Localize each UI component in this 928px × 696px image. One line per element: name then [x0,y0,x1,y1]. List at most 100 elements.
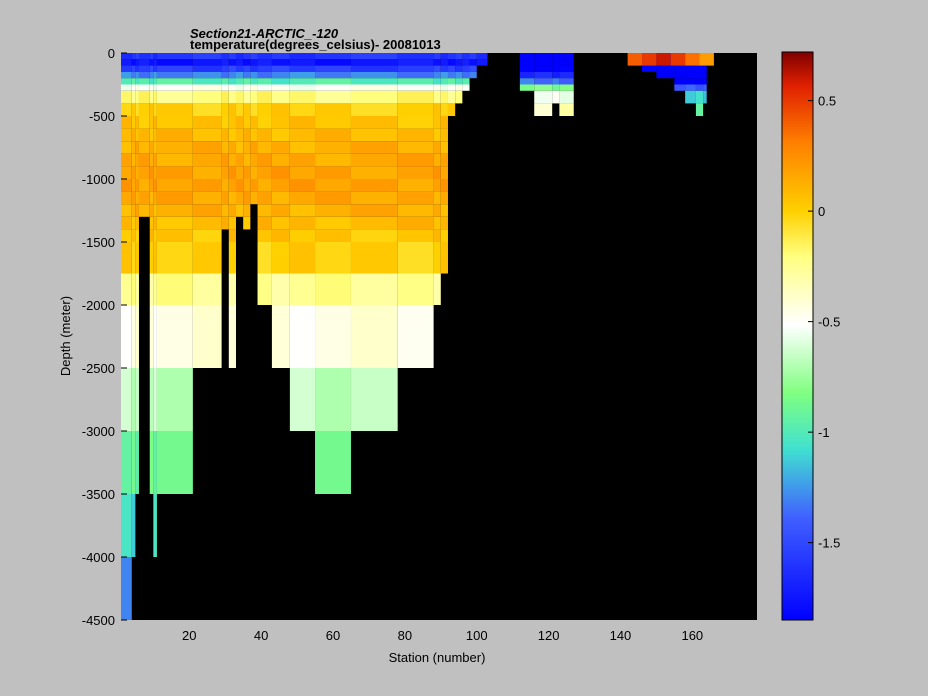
heatmap-cell [192,153,222,167]
heatmap-cell [135,229,139,242]
x-axis-label: Station (number) [389,650,486,665]
heatmap-cell [138,141,150,154]
heatmap-cell [131,242,136,274]
heatmap-cell [695,78,704,85]
heatmap-cell [156,78,193,85]
heatmap-cell [315,368,351,431]
heatmap-cell [135,90,139,104]
heatmap-cell [476,59,488,66]
heatmap-cell [552,71,560,79]
y-tick-label: 0 [108,46,115,61]
heatmap-cell [228,53,236,60]
heatmap-cell [192,71,222,79]
heatmap-cell [153,242,157,274]
heatmap-cell [440,59,448,66]
heatmap-cell [289,141,316,154]
heatmap-cell [228,216,236,230]
heatmap-cell [149,191,154,205]
heatmap-cell [397,84,434,91]
heatmap-cell [350,78,398,85]
x-tick-label: 100 [466,628,488,643]
heatmap-cell [455,78,463,85]
heatmap-cell [149,153,154,167]
heatmap-cell [315,90,351,104]
heatmap-cell [153,141,157,154]
heatmap-cell [397,78,434,85]
heatmap-cell [235,59,244,66]
heatmap-cell [397,128,434,142]
heatmap-cell [138,53,150,60]
heatmap-cell [455,59,463,66]
heatmap-cell [135,103,139,116]
heatmap-cell [433,65,441,72]
heatmap-cell [156,216,193,230]
heatmap-cell [350,242,398,274]
heatmap-cell [440,242,448,274]
heatmap-cell [131,431,136,494]
heatmap-cell [462,59,470,66]
heatmap-cell [243,116,251,129]
heatmap-cell [315,128,351,142]
heatmap-cell [192,84,222,91]
heatmap-cell [153,78,157,85]
heatmap-cell [131,204,136,217]
heatmap-cell [257,216,272,230]
heatmap-cell [192,65,222,72]
heatmap-cell [131,78,136,85]
heatmap-cell [235,153,244,167]
heatmap-cell [315,166,351,179]
heatmap-cell [135,191,139,205]
heatmap-cell [149,90,154,104]
heatmap-cell [156,431,193,494]
heatmap-cell [462,53,470,60]
heatmap-cell [121,179,132,192]
heatmap-cell [552,65,560,72]
heatmap-cell [192,103,222,116]
heatmap-cell [121,78,132,85]
heatmap-cell [440,229,448,242]
heatmap-cell [235,116,244,129]
heatmap-cell [519,71,535,79]
heatmap-cell [221,65,229,72]
heatmap-cell [250,84,258,91]
heatmap-cell [149,103,154,116]
heatmap-cell [121,65,132,72]
heatmap-cell [149,204,154,217]
chart-title-line2: temperature(degrees_celsius)- 20081013 [190,37,441,52]
heatmap-cell [257,78,272,85]
heatmap-cell [433,71,441,79]
heatmap-cell [250,141,258,154]
heatmap-cell [192,53,222,60]
heatmap-cell [440,65,448,72]
heatmap-cell [440,71,448,79]
heatmap-cell [433,84,441,91]
heatmap-cell [192,229,222,242]
heatmap-cell [289,368,316,431]
heatmap-cell [121,59,132,66]
heatmap-cell [235,166,244,179]
heatmap-cell [289,53,316,60]
heatmap-cell [221,179,229,192]
heatmap-cell [135,273,139,305]
heatmap-cell [447,78,456,85]
heatmap-cell [350,116,398,129]
heatmap-cell [235,71,244,79]
heatmap-cell [221,141,229,154]
heatmap-cell [289,59,316,66]
heatmap-cell [440,191,448,205]
x-tick-label: 120 [538,628,560,643]
y-tick-label: -1000 [82,172,115,187]
heatmap-cell [156,305,193,368]
heatmap-cell [447,84,456,91]
heatmap-cell [192,116,222,129]
colorbar-tick-label: -1 [818,425,830,440]
heatmap-cell [656,71,675,79]
heatmap-cell [271,103,290,116]
heatmap-cell [135,116,139,129]
heatmap-cell [149,305,154,368]
heatmap-cell [534,53,553,60]
heatmap-cell [433,179,441,192]
heatmap-cell [440,103,448,116]
heatmap-cell [257,242,272,274]
